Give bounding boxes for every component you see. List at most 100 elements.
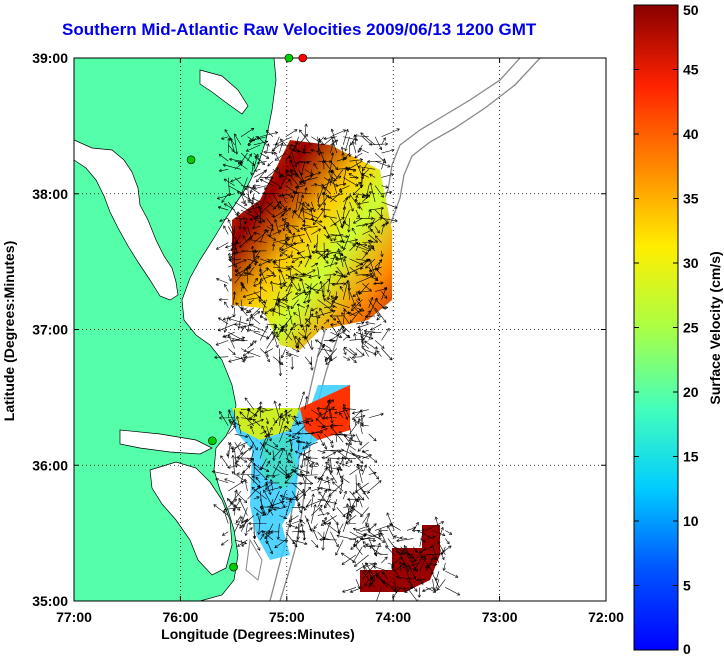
velocity-arrow	[247, 340, 257, 349]
velocity-arrow	[355, 242, 372, 251]
velocity-arrow	[330, 256, 338, 260]
velocity-arrowhead	[311, 461, 314, 465]
velocity-arrow	[355, 182, 362, 186]
velocity-arrow	[247, 351, 261, 357]
velocity-arrow	[223, 335, 242, 341]
velocity-arrow	[368, 234, 378, 243]
velocity-arrow	[323, 517, 327, 524]
velocity-arrowhead	[368, 191, 372, 193]
velocity-arrowhead	[276, 536, 279, 540]
velocity-arrowhead	[296, 472, 300, 475]
velocity-arrowhead	[363, 565, 366, 569]
velocity-arrowhead	[371, 579, 375, 582]
velocity-arrowhead	[252, 418, 255, 423]
velocity-arrowhead	[326, 289, 329, 293]
velocity-arrowhead	[367, 240, 371, 243]
velocity-arrowhead	[323, 536, 327, 538]
velocity-arrowhead	[359, 182, 362, 186]
velocity-arrowhead	[306, 396, 309, 400]
velocity-arrow	[323, 521, 331, 541]
velocity-arrowhead	[244, 520, 247, 524]
velocity-arrow	[248, 250, 261, 268]
velocity-arrow	[357, 291, 369, 293]
velocity-arrow	[355, 273, 373, 276]
velocity-arrowhead	[259, 207, 263, 211]
velocity-arrow	[343, 234, 350, 251]
velocity-arrowhead	[216, 246, 219, 250]
velocity-arrowhead	[370, 216, 374, 219]
velocity-arrow	[330, 283, 346, 285]
velocity-arrowhead	[330, 399, 334, 401]
velocity-arrowhead	[290, 169, 294, 172]
velocity-arrow	[381, 223, 385, 235]
velocity-arrow	[374, 553, 388, 556]
velocity-arrowhead	[263, 512, 266, 516]
velocity-arrow	[419, 554, 426, 558]
velocity-arrowhead	[373, 566, 376, 569]
velocity-arrowhead	[361, 345, 365, 348]
velocity-arrowhead	[369, 258, 372, 262]
velocity-arrow	[311, 250, 331, 253]
velocity-arrow	[218, 323, 235, 331]
velocity-arrowhead	[239, 527, 243, 529]
velocity-arrowhead	[320, 522, 323, 526]
velocity-arrowhead	[287, 306, 291, 309]
velocity-arrow	[247, 136, 259, 146]
velocity-arrowhead	[361, 449, 365, 453]
velocity-arrow	[336, 466, 341, 475]
velocity-arrow	[242, 235, 248, 243]
velocity-arrowhead	[252, 185, 256, 188]
velocity-arrowhead	[370, 221, 374, 224]
velocity-arrow	[348, 312, 357, 317]
velocity-arrow	[260, 152, 270, 159]
velocity-arrowhead	[379, 480, 382, 484]
velocity-arrowhead	[306, 243, 308, 247]
velocity-arrowhead	[272, 307, 275, 311]
velocity-arrow	[335, 291, 338, 300]
velocity-arrow	[272, 413, 283, 427]
velocity-arrowhead	[345, 148, 348, 152]
velocity-arrow	[362, 223, 368, 227]
velocity-arrow	[381, 556, 388, 564]
velocity-arrow	[299, 129, 312, 146]
velocity-arrowhead	[230, 502, 234, 505]
velocity-arrow	[279, 270, 287, 284]
velocity-arrow	[253, 539, 261, 551]
velocity-arrowhead	[339, 469, 343, 472]
velocity-arrowhead	[252, 128, 255, 131]
velocity-arrow	[248, 409, 261, 421]
velocity-arrow	[248, 266, 255, 275]
velocity-arrowhead	[273, 509, 277, 511]
velocity-arrowhead	[380, 254, 383, 257]
velocity-arrowhead	[334, 501, 337, 504]
velocity-arrowhead	[357, 482, 361, 485]
velocity-arrowhead	[234, 462, 237, 466]
velocity-arrowhead	[269, 479, 272, 483]
velocity-arrowhead	[297, 436, 300, 440]
velocity-arrowhead	[223, 336, 227, 339]
velocity-arrowhead	[270, 281, 272, 285]
velocity-arrowhead	[290, 305, 293, 309]
velocity-arrowhead	[257, 136, 261, 138]
velocity-arrow	[266, 417, 269, 425]
velocity-arrowhead	[267, 262, 271, 264]
velocity-arrow	[302, 207, 306, 227]
velocity-arrowhead	[286, 323, 288, 327]
velocity-arrowhead	[235, 241, 238, 244]
velocity-arrowhead	[268, 509, 272, 512]
velocity-arrow	[272, 450, 275, 461]
velocity-arrowhead	[246, 317, 248, 322]
velocity-arrow	[419, 538, 426, 543]
velocity-arrow	[365, 544, 382, 547]
velocity-arrow	[422, 587, 433, 592]
velocity-arrowhead	[336, 456, 340, 459]
velocity-arrowhead	[302, 272, 306, 275]
velocity-arrow	[387, 562, 395, 566]
velocity-arrowhead	[330, 295, 333, 299]
velocity-arrowhead	[321, 185, 324, 189]
velocity-arrow	[292, 255, 312, 260]
velocity-arrow	[296, 250, 305, 254]
velocity-arrowhead	[226, 453, 228, 457]
velocity-arrowhead	[289, 207, 291, 211]
